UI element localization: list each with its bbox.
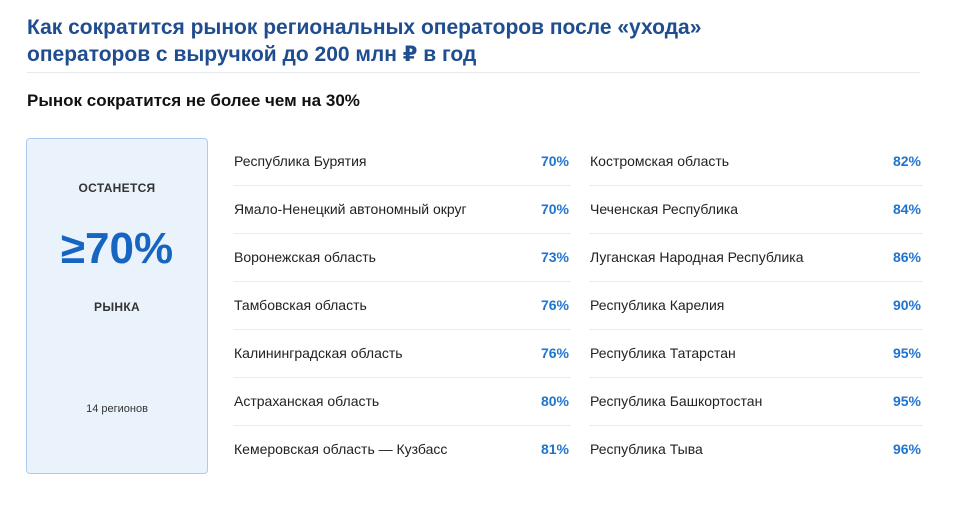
regions-list-right: Костромская область 82% Чеченская Респуб… <box>589 138 923 474</box>
region-row: Республика Башкортостан 95% <box>589 378 923 426</box>
region-name: Костромская область <box>590 153 730 169</box>
region-row: Воронежская область 73% <box>233 234 571 282</box>
region-name: Калининградская область <box>234 345 403 361</box>
region-row: Тамбовская область 76% <box>233 282 571 330</box>
region-value: 95% <box>892 345 921 361</box>
region-row: Республика Карелия 90% <box>589 282 923 330</box>
region-name: Чеченская Республика <box>590 201 738 217</box>
region-name: Республика Карелия <box>590 297 725 313</box>
region-name: Ямало-Ненецкий автономный округ <box>234 201 467 217</box>
region-name: Республика Башкортостан <box>590 393 763 409</box>
region-row: Астраханская область 80% <box>233 378 571 426</box>
page-subtitle: Рынок сократится не более чем на 30% <box>27 91 360 110</box>
region-row: Ямало-Ненецкий автономный округ 70% <box>233 186 571 234</box>
region-name: Республика Татарстан <box>590 345 736 361</box>
region-row: Республика Бурятия 70% <box>233 138 571 186</box>
region-row: Луганская Народная Республика 86% <box>589 234 923 282</box>
region-name: Воронежская область <box>234 249 376 265</box>
region-value: 86% <box>892 249 921 265</box>
summary-note: 14 регионов <box>86 403 148 415</box>
region-name: Кемеровская область — Кузбасс <box>234 441 448 457</box>
page-title: Как сократится рынок региональных операт… <box>27 14 907 68</box>
region-value: 81% <box>540 441 569 457</box>
regions-list-left: Республика Бурятия 70% Ямало-Ненецкий ав… <box>233 138 571 474</box>
region-row: Костромская область 82% <box>589 138 923 186</box>
region-value: 96% <box>892 441 921 457</box>
region-name: Луганская Народная Республика <box>590 249 804 265</box>
region-row: Калининградская область 76% <box>233 330 571 378</box>
region-name: Республика Бурятия <box>234 153 367 169</box>
region-name: Республика Тыва <box>590 441 703 457</box>
region-value: 70% <box>540 201 569 217</box>
title-divider <box>27 72 920 73</box>
region-row: Республика Татарстан 95% <box>589 330 923 378</box>
region-value: 70% <box>540 153 569 169</box>
region-name: Астраханская область <box>234 393 380 409</box>
summary-label-bottom: РЫНКА <box>94 300 140 314</box>
region-value: 90% <box>892 297 921 313</box>
page-title-line-2: операторов с выручкой до 200 млн ₽ в год <box>27 43 477 66</box>
region-name: Тамбовская область <box>234 297 367 313</box>
region-value: 84% <box>892 201 921 217</box>
region-value: 95% <box>892 393 921 409</box>
region-value: 82% <box>892 153 921 169</box>
region-value: 80% <box>540 393 569 409</box>
region-value: 73% <box>540 249 569 265</box>
region-value: 76% <box>540 297 569 313</box>
region-row: Республика Тыва 96% <box>589 426 923 474</box>
page-title-line-1: Как сократится рынок региональных операт… <box>27 16 702 39</box>
summary-label-top: ОСТАНЕТСЯ <box>78 181 156 195</box>
summary-card: ОСТАНЕТСЯ ≥70% РЫНКА 14 регионов <box>26 138 208 474</box>
region-row: Чеченская Республика 84% <box>589 186 923 234</box>
region-value: 76% <box>540 345 569 361</box>
summary-big-value: ≥70% <box>60 224 174 273</box>
region-row: Кемеровская область — Кузбасс 81% <box>233 426 571 474</box>
